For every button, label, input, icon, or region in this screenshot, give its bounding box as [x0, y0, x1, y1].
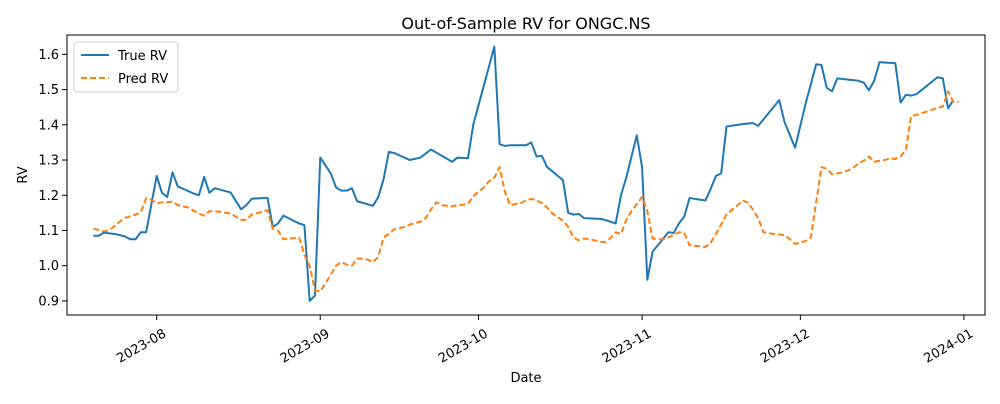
y-tick-label: 1.3	[38, 154, 59, 169]
plot-frame	[66, 34, 986, 316]
x-axis-label: Date	[510, 371, 541, 386]
plot-lines	[93, 45, 959, 302]
y-tick-label: 1.5	[38, 83, 59, 98]
y-tick-label: 1.6	[38, 48, 59, 63]
legend: True RV Pred RV	[73, 41, 179, 93]
legend-label-true-rv: True RV	[117, 49, 167, 64]
y-tick-label: 0.9	[38, 294, 59, 309]
y-tick-label: 1.0	[38, 259, 59, 274]
y-tick-label: 1.4	[38, 118, 59, 133]
y-axis-label: RV	[16, 166, 31, 183]
series-line-true-rv	[93, 45, 955, 302]
legend-label-pred-rv: Pred RV	[118, 72, 168, 87]
y-tick-label: 1.2	[38, 189, 59, 204]
y-tick-label: 1.1	[38, 224, 59, 239]
y-axis: 0.9 1.0 1.1 1.2 1.3 1.4 1.5 1.6	[38, 48, 67, 309]
chart-title: Out-of-Sample RV for ONGC.NS	[401, 14, 650, 33]
series-line-pred-rv	[93, 90, 959, 293]
